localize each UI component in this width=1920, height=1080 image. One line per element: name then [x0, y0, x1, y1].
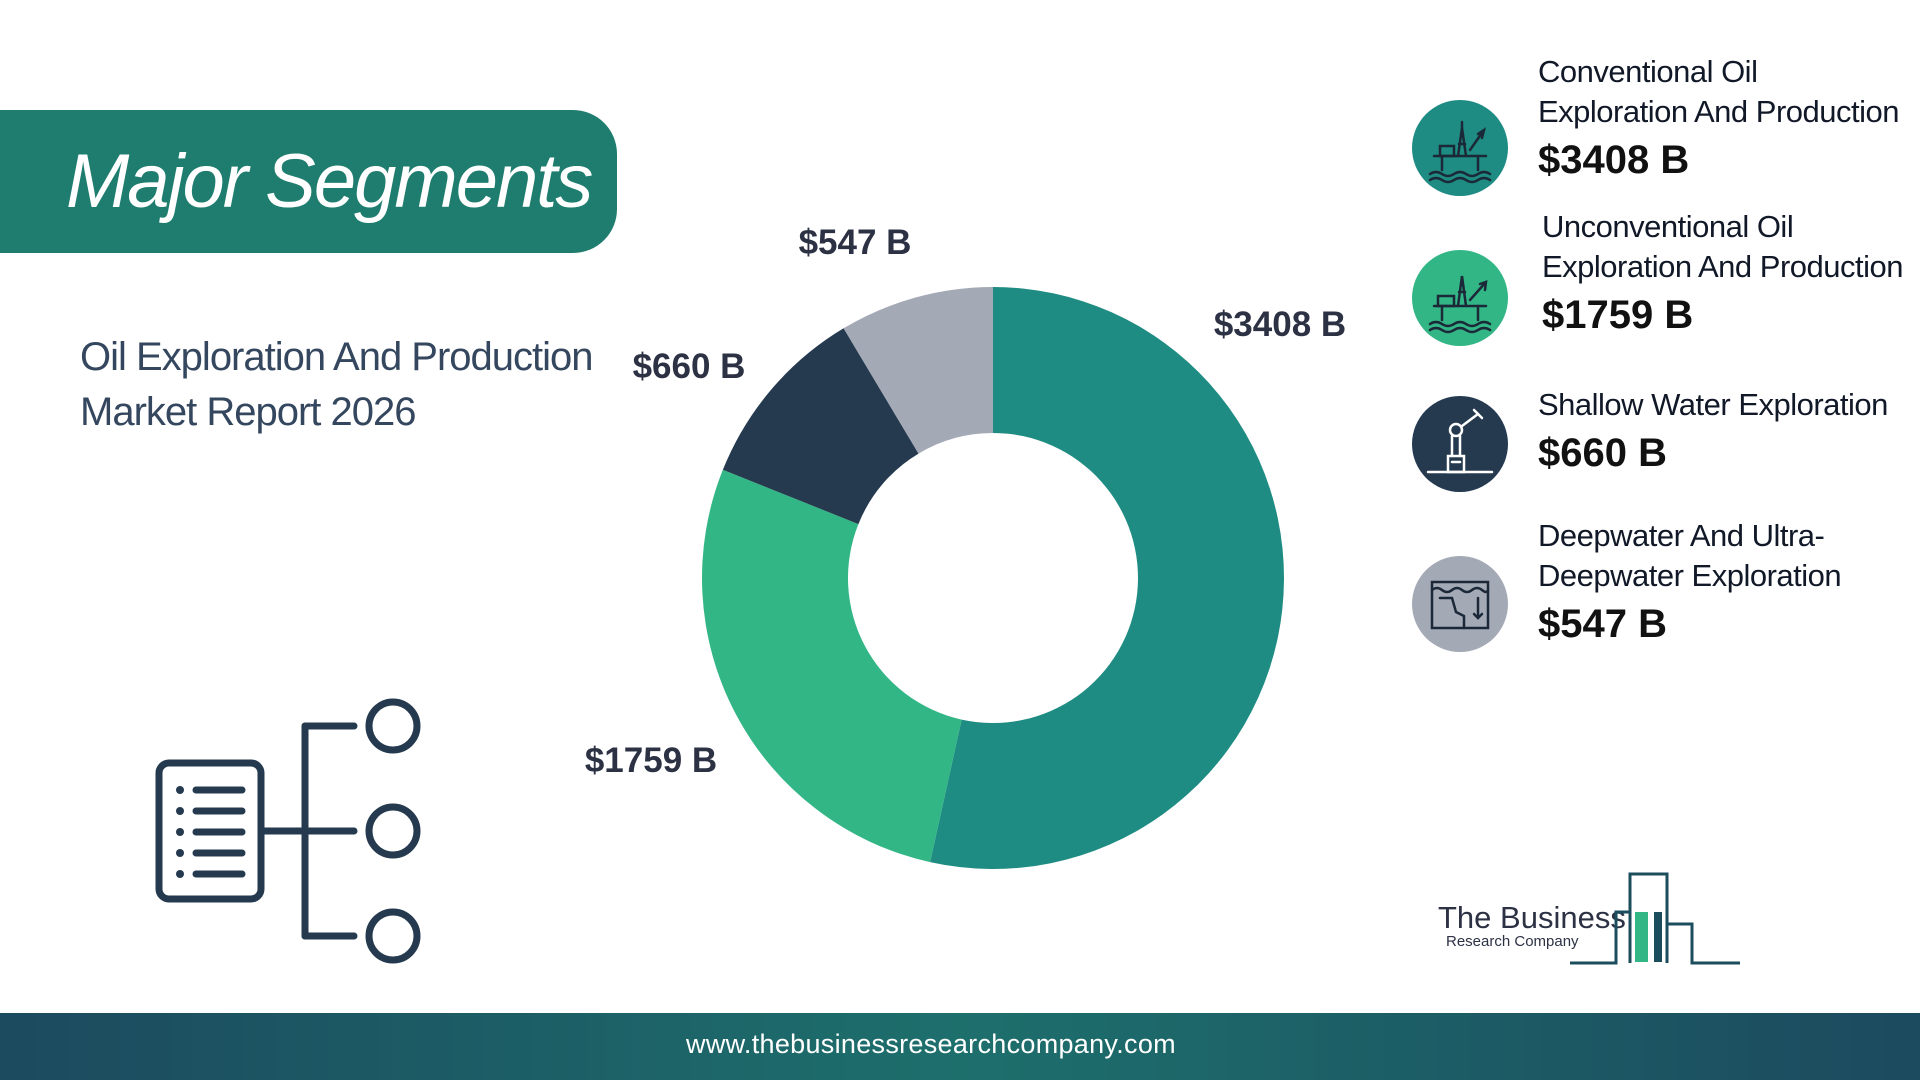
legend-text: Conventional Oil Exploration And Product… — [1538, 52, 1899, 183]
report-title: Oil Exploration And Production Market Re… — [80, 330, 594, 440]
logo-line2: Research Company — [1446, 933, 1579, 950]
slice-value-label: $1759 B — [585, 741, 717, 780]
legend-circle — [1412, 556, 1508, 652]
legend-text: Deepwater And Ultra- Deepwater Explorati… — [1538, 516, 1842, 647]
legend-label-line2: Deepwater Exploration — [1538, 558, 1842, 593]
legend-label-line2: Exploration And Production — [1542, 249, 1903, 284]
legend-circle — [1412, 100, 1508, 196]
oil-platform-icon — [1428, 275, 1492, 334]
donut-slice — [843, 287, 993, 454]
legend-label-line1: Unconventional Oil — [1542, 209, 1794, 244]
report-title-line1: Oil Exploration And Production — [80, 335, 594, 379]
legend-text: Shallow Water Exploration $660 B — [1538, 385, 1888, 476]
list-hierarchy-icon — [155, 698, 421, 964]
footer-url[interactable]: www.thebusinessresearchcompany.com — [686, 1029, 1176, 1059]
legend-label-line1: Conventional Oil — [1538, 54, 1758, 89]
segments-banner: Major Segments — [0, 110, 617, 253]
offshore-rig-icon — [1428, 120, 1492, 184]
legend-value: $3408 B — [1538, 138, 1690, 182]
slice-value-label: $660 B — [633, 347, 746, 386]
donut-slice — [701, 469, 962, 863]
pumpjack-icon — [1426, 408, 1494, 474]
legend-circle — [1412, 250, 1508, 346]
legend-circle — [1412, 396, 1508, 492]
slice-value-label: $3408 B — [1214, 305, 1346, 344]
deepwater-map-icon — [1430, 580, 1490, 630]
legend-label-line1: Deepwater And Ultra- — [1538, 518, 1825, 553]
company-logo: The Business Research Company — [1438, 872, 1740, 965]
legend-value: $547 B — [1538, 602, 1667, 646]
legend-value: $1759 B — [1542, 293, 1694, 337]
legend-label-line2: Exploration And Production — [1538, 94, 1899, 129]
slice-value-label: $547 B — [799, 223, 912, 262]
legend-text: Unconventional Oil Exploration And Produ… — [1542, 207, 1903, 338]
logo-line1: The Business — [1438, 900, 1626, 935]
footer-bar: www.thebusinessresearchcompany.com — [0, 1013, 1920, 1080]
donut-slice — [930, 287, 1285, 869]
banner-title: Major Segments — [66, 139, 593, 224]
donut-slice — [722, 328, 919, 525]
report-title-line2: Market Report 2026 — [80, 390, 417, 434]
legend-label-line1: Shallow Water Exploration — [1538, 387, 1888, 422]
legend-value: $660 B — [1538, 431, 1667, 475]
